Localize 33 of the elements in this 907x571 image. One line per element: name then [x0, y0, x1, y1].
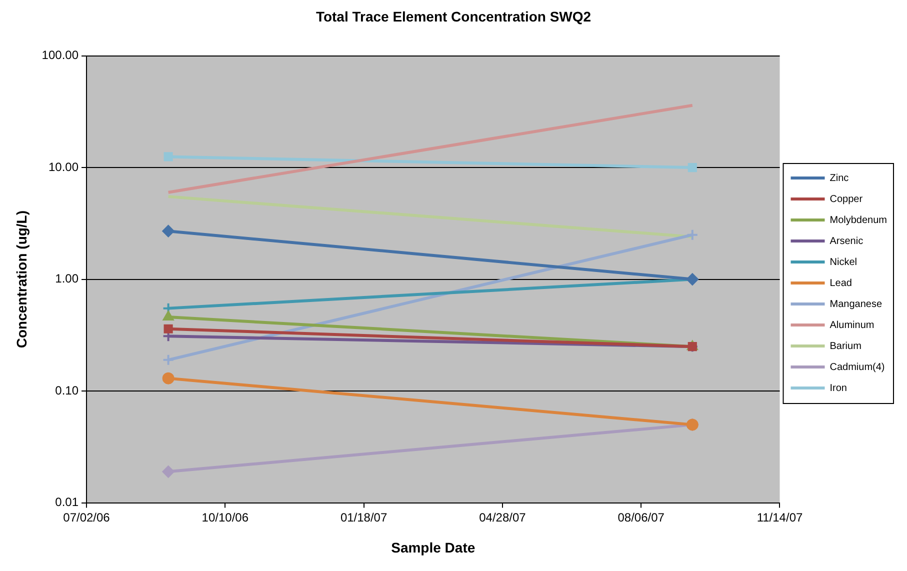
point: [688, 163, 697, 172]
legend-label: Arsenic: [830, 236, 864, 247]
legend-label: Cadmium(4): [830, 362, 885, 373]
x-tick-label: 04/28/07: [479, 510, 526, 524]
chart-title: Total Trace Element Concentration SWQ2: [316, 8, 592, 24]
y-tick-label: 100.00: [42, 48, 79, 62]
y-axis-title: Concentration (ug/L): [13, 210, 30, 348]
point: [162, 354, 174, 366]
legend-label: Manganese: [830, 298, 882, 310]
point: [162, 225, 174, 238]
legend-label: Molybdenum: [830, 214, 888, 226]
point: [164, 324, 173, 334]
x-tick-label: 10/10/06: [202, 510, 249, 524]
legend-label: Aluminum: [830, 320, 874, 331]
legend-label: Barium: [830, 340, 862, 352]
point: [162, 466, 174, 478]
y-tick-label: 0.10: [55, 383, 79, 398]
x-axis-title: Sample Date: [391, 539, 476, 556]
y-tick-label: 10.00: [48, 160, 79, 174]
point: [162, 372, 174, 384]
y-tick-label: 0.01: [55, 495, 79, 510]
point: [164, 152, 173, 162]
point: [686, 228, 698, 241]
x-tick-label: 01/18/07: [340, 510, 388, 524]
legend-label: Lead: [830, 278, 852, 289]
legend-label: Iron: [830, 382, 847, 394]
legend-label: Zinc: [830, 172, 849, 184]
legend-label: Copper: [830, 194, 864, 205]
x-tick-label: 07/02/06: [63, 510, 110, 524]
x-tick-label: 11/14/07: [756, 510, 803, 524]
x-tick-label: 08/06/07: [618, 510, 665, 524]
y-tick-label: 1.00: [55, 272, 79, 286]
legend-label: Nickel: [830, 256, 857, 268]
